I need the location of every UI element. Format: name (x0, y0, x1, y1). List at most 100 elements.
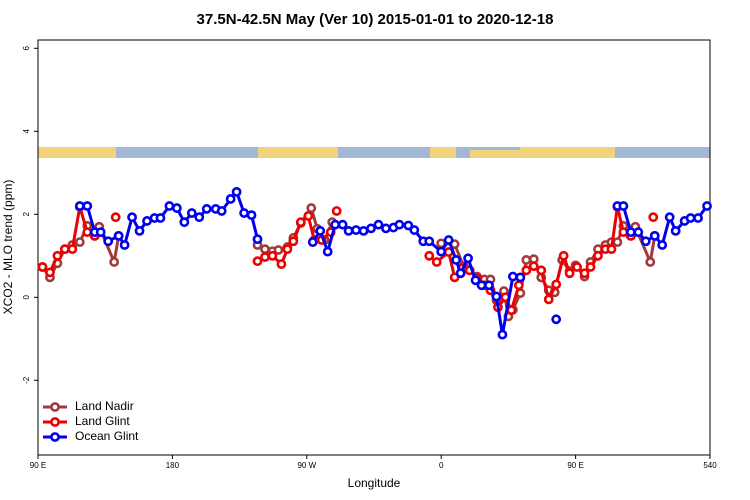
point (74, 237, 85, 248)
point (436, 246, 447, 257)
ocean-band (38, 147, 710, 158)
point (260, 252, 270, 262)
point (551, 279, 562, 290)
point (633, 227, 644, 238)
point (497, 329, 508, 340)
point (572, 262, 582, 272)
point (463, 253, 473, 264)
point (225, 194, 236, 204)
point (303, 211, 314, 221)
point (306, 203, 317, 213)
point (134, 225, 145, 236)
point (528, 261, 539, 272)
point (260, 244, 270, 255)
point (282, 244, 293, 255)
point (403, 220, 414, 231)
point (521, 265, 532, 276)
point (351, 225, 361, 235)
point (618, 227, 629, 238)
point (484, 280, 494, 291)
point (640, 236, 651, 247)
y-tick-label: 4 (22, 129, 31, 134)
point (451, 255, 462, 265)
point (155, 213, 166, 223)
point (551, 314, 562, 325)
point (179, 217, 190, 228)
point (470, 275, 481, 286)
point (110, 212, 121, 223)
point (194, 212, 205, 223)
x-tick-label: 0 (439, 461, 444, 470)
point (307, 237, 318, 248)
point (276, 259, 287, 269)
point (366, 223, 376, 234)
point (424, 236, 435, 247)
point (431, 257, 442, 267)
point (216, 206, 227, 216)
point (513, 280, 524, 291)
point (337, 219, 348, 230)
point (702, 201, 712, 211)
x-tick-label: 180 (166, 461, 180, 470)
point (536, 265, 547, 276)
x-axis-label: Longitude (348, 476, 401, 490)
point (521, 255, 532, 265)
point (295, 217, 306, 228)
point (45, 267, 55, 278)
point (645, 257, 656, 267)
point (506, 305, 517, 316)
point (330, 219, 341, 230)
point (358, 225, 369, 236)
point (142, 216, 152, 226)
point (186, 208, 197, 218)
plot-frame (37, 39, 711, 456)
point (113, 230, 124, 241)
y-tick-label: 0 (22, 295, 31, 300)
point (373, 219, 384, 230)
point (606, 244, 617, 255)
point (409, 225, 420, 235)
point (693, 213, 703, 223)
y-tick-label: 2 (22, 212, 31, 217)
point (37, 262, 48, 272)
point (664, 212, 675, 223)
point (612, 237, 623, 248)
point (476, 280, 487, 291)
x-tick-label: 90 E (567, 461, 583, 470)
land-band (430, 147, 456, 158)
point (322, 246, 333, 257)
point (657, 240, 668, 250)
legend-label: Land Glint (75, 414, 130, 428)
point (103, 236, 114, 247)
point (381, 223, 391, 234)
point (59, 244, 70, 255)
point (579, 268, 590, 279)
legend-marker (50, 402, 60, 412)
point (343, 225, 354, 236)
chart-title: 37.5N-42.5N May (Ver 10) 2015-01-01 to 2… (197, 11, 554, 28)
point (82, 201, 93, 211)
point (273, 245, 284, 255)
point (267, 250, 278, 261)
point (491, 291, 502, 302)
point (239, 208, 249, 218)
land-band (470, 150, 520, 158)
x-tick-label: 90 E (30, 461, 46, 470)
point (648, 212, 659, 223)
point (127, 212, 137, 223)
point (109, 257, 120, 267)
point (315, 225, 326, 236)
series (74, 186, 712, 340)
y-tick-label: -2 (22, 376, 31, 384)
point (625, 227, 636, 238)
legend-label: Land Nadir (75, 399, 134, 413)
point (593, 250, 603, 261)
point (119, 240, 130, 250)
point (424, 250, 435, 261)
point (52, 250, 63, 261)
point (246, 210, 257, 221)
point (164, 201, 175, 211)
land-band (520, 147, 615, 158)
point (201, 204, 212, 214)
